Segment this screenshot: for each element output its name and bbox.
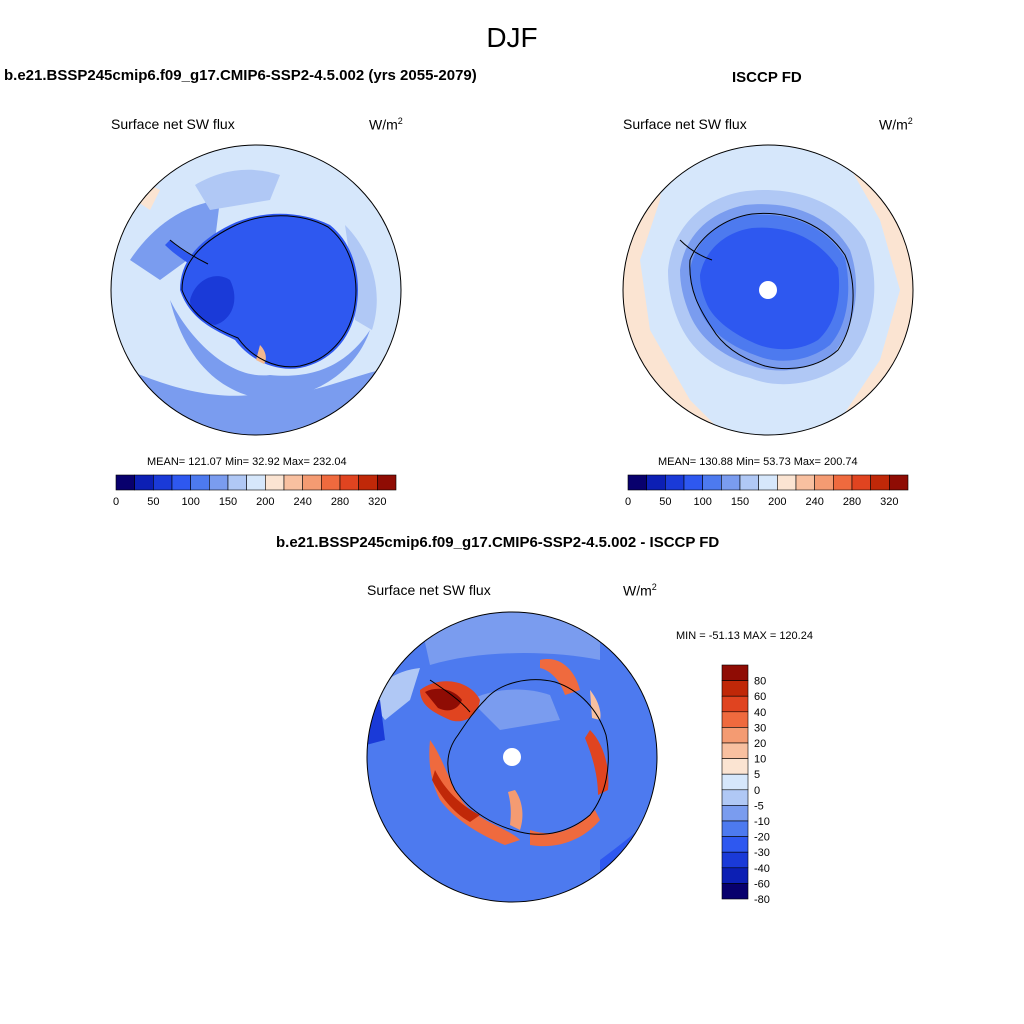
right-colorbar-swatch: [889, 474, 909, 491]
diff-colorbar-tick-label: 60: [754, 691, 766, 703]
diff-colorbar-swatch: [721, 695, 749, 713]
diff-colorbar-tick-label: -80: [754, 894, 770, 906]
diff-colorbar-swatch: [721, 773, 749, 791]
diff-colorbar-tick-label: -10: [754, 816, 770, 828]
diff-colorbar-tick-label: 10: [754, 754, 766, 766]
right-variable-label: Surface net SW flux: [623, 116, 747, 132]
diff-stats: MIN = -51.13 MAX = 120.24: [676, 630, 813, 642]
left-variable-label: Surface net SW flux: [111, 116, 235, 132]
diff-colorbar-tick-label: -60: [754, 878, 770, 890]
right-colorbar-swatch: [683, 474, 703, 491]
left-colorbar-swatch: [265, 474, 285, 491]
left-colorbar-tick-label: 0: [113, 496, 119, 508]
diff-colorbar-tick-label: -20: [754, 832, 770, 844]
diff-colorbar-tick-label: 80: [754, 676, 766, 688]
left-colorbar-tick-label: 280: [331, 496, 349, 508]
diff-polar-map: [366, 611, 658, 903]
right-colorbar-tick-label: 280: [843, 496, 861, 508]
left-polar-map: [110, 144, 402, 436]
left-panel-title: b.e21.BSSP245cmip6.f09_g17.CMIP6-SSP2-4.…: [4, 67, 477, 84]
right-colorbar-swatch: [814, 474, 834, 491]
left-colorbar-tick-label: 200: [256, 496, 274, 508]
right-colorbar-tick-label: 320: [880, 496, 898, 508]
left-colorbar-swatch: [227, 474, 247, 491]
right-colorbar-tick-label: 150: [731, 496, 749, 508]
diff-colorbar-swatch: [721, 758, 749, 775]
right-colorbar-swatch: [777, 474, 797, 491]
left-colorbar-swatch: [377, 474, 397, 491]
right-colorbar-swatch: [758, 474, 778, 491]
diff-colorbar-swatch: [721, 711, 749, 728]
right-colorbar: 0 50 100 150 200 240 280 320: [625, 474, 909, 508]
right-colorbar-swatch: [665, 474, 685, 491]
right-colorbar-swatch: [702, 474, 722, 491]
diff-colorbar-tick-label: -5: [754, 800, 764, 812]
right-colorbar-swatch: [627, 474, 647, 491]
diff-colorbar-tick-label: 40: [754, 707, 766, 719]
diff-colorbar-swatch: [721, 680, 749, 697]
right-colorbar-tick-label: 100: [693, 496, 711, 508]
left-colorbar-swatch: [321, 474, 341, 491]
left-colorbar-swatch: [339, 474, 359, 491]
left-colorbar-swatch: [153, 474, 173, 491]
diff-colorbar-tick-label: 30: [754, 722, 766, 734]
right-colorbar-swatch: [646, 474, 666, 491]
right-stats: MEAN= 130.88 Min= 53.73 Max= 200.74: [658, 456, 858, 468]
diff-colorbar-swatch: [721, 836, 749, 853]
left-colorbar-swatch: [246, 474, 266, 491]
diff-colorbar-tick-label: 20: [754, 738, 766, 750]
left-colorbar: 0 50 100 150 200 240 280 320: [113, 474, 397, 508]
left-colorbar-tick-label: 320: [368, 496, 386, 508]
left-colorbar-swatch: [302, 474, 322, 491]
diff-colorbar-swatch: [721, 883, 749, 900]
left-colorbar-tick-label: 50: [147, 496, 159, 508]
left-colorbar-tick-label: 100: [181, 496, 199, 508]
diff-colorbar-swatch: [721, 867, 749, 884]
right-colorbar-swatch: [739, 474, 759, 491]
left-units-label: W/m2: [369, 116, 403, 133]
right-colorbar-swatch: [851, 474, 871, 491]
diff-colorbar-swatch: [721, 727, 749, 744]
left-colorbar-swatch: [190, 474, 210, 491]
diff-colorbar-swatch: [721, 664, 749, 681]
right-colorbar-tick-label: 0: [625, 496, 631, 508]
right-units-label: W/m2: [879, 116, 913, 133]
diff-units-label: W/m2: [623, 582, 657, 599]
left-colorbar-swatch: [283, 474, 303, 491]
diff-panel-title: b.e21.BSSP245cmip6.f09_g17.CMIP6-SSP2-4.…: [276, 534, 720, 551]
diff-colorbar-tick-label: -30: [754, 847, 770, 859]
left-colorbar-swatch: [134, 474, 154, 491]
diff-colorbar-swatch: [721, 805, 749, 822]
right-colorbar-tick-label: 200: [768, 496, 786, 508]
diff-colorbar-tick-label: 0: [754, 785, 760, 797]
diff-colorbar-tick-label: 5: [754, 769, 760, 781]
left-colorbar-swatch: [209, 474, 229, 491]
diff-colorbar-swatch: [721, 789, 749, 806]
left-colorbar-tick-label: 150: [219, 496, 237, 508]
left-colorbar-swatch: [171, 474, 191, 491]
diff-colorbar-swatch: [721, 742, 749, 759]
right-polar-map: [622, 144, 914, 436]
right-colorbar-swatch: [721, 474, 741, 491]
right-panel-title: ISCCP FD: [732, 69, 802, 86]
diff-colorbar-swatch: [721, 851, 749, 869]
diff-colorbar-tick-label: -40: [754, 863, 770, 875]
diff-colorbar: 80 60 40 30 20 10 5 0 -5 -10 -20 -30 -40 -60 -80: [721, 664, 770, 906]
diff-colorbar-swatch: [721, 820, 749, 837]
right-colorbar-swatch: [833, 474, 853, 491]
diff-variable-label: Surface net SW flux: [367, 582, 491, 598]
figure-title: DJF: [486, 22, 538, 53]
right-colorbar-swatch: [795, 474, 815, 491]
left-colorbar-swatch: [115, 474, 135, 491]
left-colorbar-swatch: [358, 474, 378, 491]
right-colorbar-swatch: [870, 474, 890, 491]
right-colorbar-tick-label: 50: [659, 496, 671, 508]
right-colorbar-tick-label: 240: [805, 496, 823, 508]
left-colorbar-tick-label: 240: [293, 496, 311, 508]
left-stats: MEAN= 121.07 Min= 32.92 Max= 232.04: [147, 456, 347, 468]
